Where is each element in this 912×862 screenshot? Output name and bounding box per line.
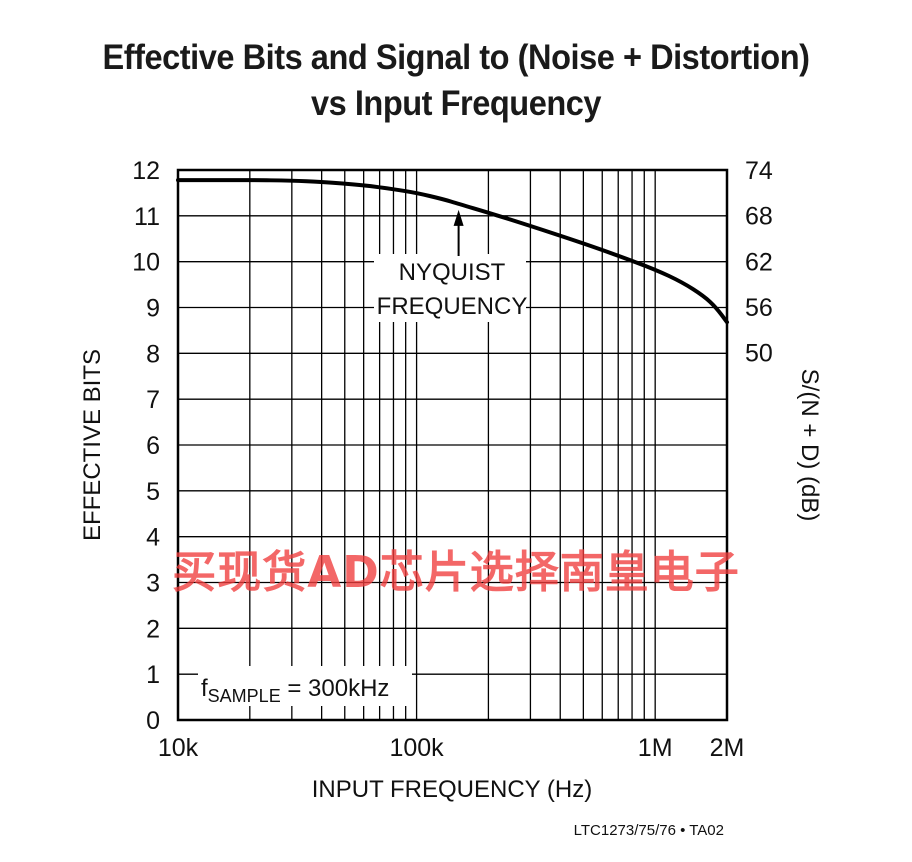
nyquist-label-line2: FREQUENCY (377, 293, 528, 320)
y-tick-label: 8 (146, 340, 160, 368)
figure-id: LTC1273/75/76 • TA02 (573, 822, 724, 839)
watermark-text: 买现货AD芯片选择南皇电子 (172, 547, 740, 598)
y-axis-label: EFFECTIVE BITS (79, 349, 106, 541)
grid-lines (178, 170, 727, 720)
y-tick-label: 4 (146, 524, 160, 552)
chart-title-line2: vs Input Frequency (310, 84, 602, 123)
x-tick-label: 2M (710, 734, 745, 762)
chart-title: Effective Bits and Signal to (Noise + Di… (102, 38, 810, 77)
y2-tick-label: 62 (745, 248, 773, 276)
nyquist-label-line1: NYQUIST (399, 259, 506, 286)
y2-tick-label: 68 (745, 203, 773, 231)
y2-tick-label: 56 (745, 294, 773, 322)
y-tick-label: 9 (146, 295, 160, 323)
annotations: NYQUIST FREQUENCY fSAMPLE = 300kHz (198, 209, 528, 706)
y-tick-label: 2 (146, 615, 160, 643)
y-tick-label: 5 (146, 478, 160, 506)
y2-tick-label: 74 (745, 157, 773, 185)
y-tick-label: 1 (146, 661, 160, 689)
y-tick-label: 3 (146, 570, 160, 598)
fsample-label-box (198, 666, 412, 706)
x-tick-label: 100k (389, 734, 444, 762)
y2-tick-label: 50 (745, 340, 773, 368)
nyquist-label-box (374, 254, 526, 322)
y2-axis-label: S/(N + D) (dB) (796, 369, 823, 522)
y-tick-label: 7 (146, 386, 160, 414)
nyquist-arrow-head (453, 209, 464, 226)
x-tick-label: 10k (158, 734, 199, 762)
axis-labels: INPUT FREQUENCY (Hz) EFFECTIVE BITS S/(N +… (79, 349, 823, 803)
plot-frame (176, 168, 729, 722)
data-curve (176, 178, 729, 325)
series-line (176, 178, 729, 325)
x-tick-label: 1M (638, 734, 673, 762)
y-tick-label: 6 (146, 432, 160, 460)
y-tick-label: 11 (134, 203, 160, 231)
y-tick-label: 12 (132, 157, 160, 185)
fsample-label: fSAMPLE = 300kHz (201, 675, 389, 706)
x-axis-label: INPUT FREQUENCY (Hz) (312, 776, 592, 803)
y-tick-label: 0 (146, 707, 160, 735)
y-tick-label: 10 (132, 249, 160, 277)
